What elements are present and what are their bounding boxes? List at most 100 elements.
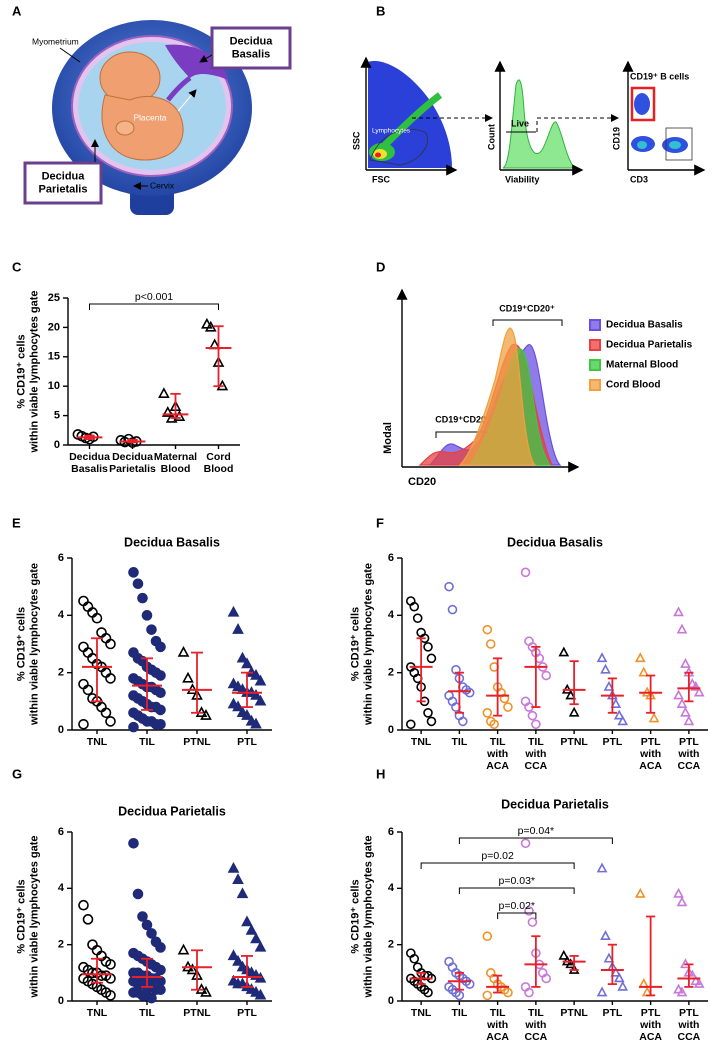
legend-swatch: [589, 339, 601, 351]
data-point: [204, 320, 217, 332]
data-point: [693, 978, 705, 988]
significance-bracket: [89, 303, 219, 310]
axis-label: Modal: [382, 422, 394, 454]
data-point: [531, 719, 541, 730]
x-tick-label: TIL with CCA: [524, 1007, 547, 1043]
chart-title: Decidua Parietalis: [118, 804, 226, 818]
data-point: [137, 911, 148, 922]
data-point: [155, 641, 166, 653]
data-point: [100, 707, 112, 719]
y-tick-label: 2: [58, 667, 64, 679]
data-point: [610, 966, 622, 977]
y-tick-label: 0: [388, 995, 394, 1007]
x-tick-label: PTL: [602, 736, 622, 748]
y-tick-label: 5: [54, 410, 60, 422]
panel-label: E: [12, 515, 21, 530]
data-point: [232, 954, 244, 966]
legend-label: Decidua Parietalis: [606, 340, 693, 351]
axis-label: Count: [486, 124, 496, 150]
data-point: [254, 674, 267, 686]
data-point: [254, 694, 267, 706]
x-tick-label: TIL with ACA: [486, 1007, 509, 1043]
data-point: [105, 990, 116, 1001]
data-point: [412, 613, 423, 624]
data-point: [250, 688, 262, 700]
y-tick-label: 0: [58, 724, 64, 736]
data-point: [241, 915, 253, 927]
data-point: [141, 919, 153, 931]
data-point: [186, 963, 199, 975]
y-tick-label: 4: [58, 882, 65, 894]
data-point: [520, 838, 531, 849]
data-point: [596, 986, 608, 997]
x-tick-label: PTNL: [183, 736, 211, 748]
data-point: [82, 684, 94, 696]
gate-label: Live: [511, 118, 529, 128]
data-point: [541, 670, 552, 681]
data-point: [690, 680, 702, 691]
y-tick-label: 20: [48, 321, 60, 333]
axis-label: CD19: [611, 127, 621, 150]
y-tick-label: 4: [388, 882, 395, 894]
data-point: [82, 914, 94, 925]
data-point: [250, 717, 262, 729]
chart-title: Decidua Basalis: [507, 535, 603, 549]
data-point: [146, 624, 157, 635]
panel-label: A: [12, 3, 22, 18]
y-axis-label: % CD19⁺ cellswithin viable lymphocytes g…: [16, 836, 41, 999]
x-tick-label: TNL: [87, 1007, 108, 1019]
y-axis-label: % CD19⁺ cellswithin viable lymphocytes g…: [16, 563, 41, 726]
y-tick-label: 2: [388, 667, 394, 679]
data-point: [250, 668, 262, 680]
y-tick-label: 0: [58, 995, 64, 1007]
cervix-label: Cervix: [150, 180, 175, 190]
data-point: [617, 980, 629, 991]
data-point: [105, 673, 116, 684]
panel-label: H: [376, 766, 385, 781]
data-point: [489, 719, 499, 730]
x-tick-label: PTL with ACA: [639, 736, 662, 772]
y-tick-label: 2: [58, 939, 64, 951]
x-tick-label: PTL with CCA: [677, 736, 700, 772]
x-tick-label: PTL with ACA: [639, 1007, 662, 1043]
axis-label: SSC: [351, 131, 361, 150]
data-point: [201, 317, 213, 329]
significance-label: p=0.03*: [499, 875, 536, 887]
data-point: [91, 612, 103, 624]
data-point: [128, 837, 139, 849]
data-point: [409, 953, 420, 964]
data-point: [128, 567, 139, 578]
y-tick-label: 2: [388, 939, 394, 951]
histogram-overlay: Modal CD20 CD19⁺CD20⁺ CD19⁺CD20⁻ Decidua…: [382, 288, 693, 488]
data-point: [236, 887, 249, 899]
x-tick-label: Decidua Basalis: [69, 451, 110, 475]
data-point: [673, 887, 684, 898]
gate-label: CD19⁺ B cells: [630, 71, 689, 81]
data-point: [485, 639, 496, 649]
data-point: [158, 387, 170, 399]
data-point: [132, 888, 144, 900]
data-point: [128, 721, 139, 733]
data-point: [482, 990, 493, 1001]
placenta-label: Placenta: [133, 112, 166, 122]
data-point: [676, 986, 688, 997]
data-point: [423, 987, 433, 998]
data-point: [137, 592, 148, 604]
data-point: [680, 657, 691, 668]
significance-label: p=0.02: [481, 850, 514, 862]
data-point: [673, 606, 684, 617]
data-point: [227, 861, 240, 873]
data-point: [503, 702, 513, 712]
x-tick-label: Maternal Blood: [154, 451, 197, 475]
data-point: [676, 698, 688, 709]
y-tick-label: 4: [388, 609, 395, 621]
data-point: [155, 704, 166, 716]
significance-bracket: [458, 837, 613, 844]
data-point: [613, 709, 625, 720]
data-point: [603, 680, 615, 691]
data-point: [610, 698, 622, 709]
data-point: [673, 689, 684, 700]
data-point: [426, 716, 437, 727]
y-tick-label: 6: [388, 826, 394, 838]
